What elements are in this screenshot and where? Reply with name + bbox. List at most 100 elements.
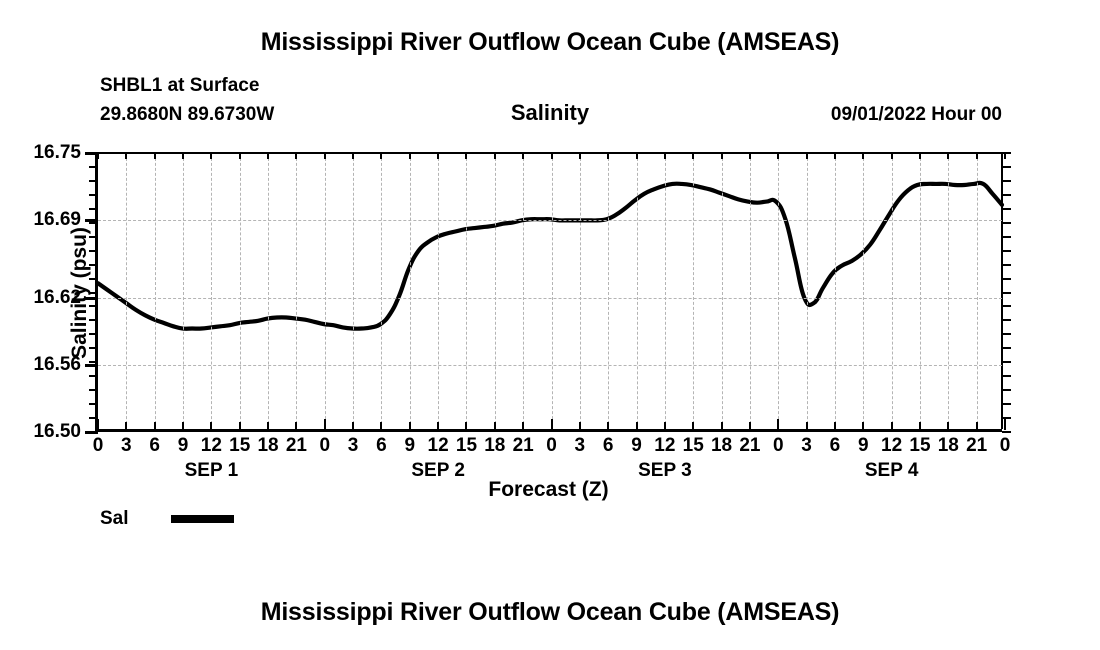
x-axis-tick-top	[352, 152, 355, 159]
x-axis-tick-top	[862, 152, 865, 159]
x-gridline	[324, 153, 326, 429]
y-axis-tick	[85, 218, 98, 222]
y-axis-minor-tick	[89, 277, 98, 280]
run-date-label: 09/01/2022 Hour 00	[830, 104, 1002, 125]
y-axis-minor-tick	[89, 319, 98, 322]
x-gridline	[636, 153, 638, 429]
series-line-sal	[98, 183, 1002, 329]
x-axis-tick	[380, 422, 383, 430]
x-axis-tick-label: 18	[937, 435, 959, 456]
x-axis-tick	[267, 422, 270, 430]
x-axis-tick-label: 15	[229, 435, 251, 456]
y-gridline	[98, 365, 1002, 367]
x-gridline	[239, 153, 241, 429]
x-axis-tick-top	[267, 152, 270, 159]
x-gridline	[353, 153, 355, 429]
y-axis-minor-tick	[89, 249, 98, 252]
y-axis-minor-tick	[89, 403, 98, 406]
x-axis-tick-top	[890, 152, 893, 159]
x-axis-tick-top	[635, 152, 638, 159]
x-axis-tick-label: 12	[881, 435, 903, 456]
y-axis-minor-tick	[89, 263, 98, 266]
plot-area: 0 3 6 9 12 15 18 21 0 3 6 9 12 15 18 21 0 3 6 9 12 15 18 21 0 3 6 9…	[33, 142, 1011, 481]
x-gridline	[919, 153, 921, 429]
x-axis-tick	[125, 422, 128, 430]
x-axis-tick-top	[777, 152, 780, 159]
x-gridline	[693, 153, 695, 429]
x-axis-tick-label: 21	[739, 435, 761, 456]
y-axis-minor-tick-right	[1002, 207, 1011, 210]
plot-frame-top	[98, 152, 1002, 154]
x-gridline	[608, 153, 610, 429]
y-axis-minor-tick-right	[1002, 179, 1011, 182]
x-axis-tick	[692, 422, 695, 430]
y-axis-minor-tick-right	[1002, 347, 1011, 350]
x-axis-tick	[918, 422, 921, 430]
x-axis-tick-top	[182, 152, 185, 159]
page-title-bottom: Mississippi River Outflow Ocean Cube (AM…	[260, 598, 840, 626]
y-gridline	[98, 219, 1002, 221]
x-axis-tick	[210, 422, 213, 430]
x-gridline	[579, 153, 581, 429]
x-gridline	[154, 153, 156, 429]
x-gridline	[806, 153, 808, 429]
y-axis-minor-tick-right	[1002, 431, 1011, 433]
parameter-label: Salinity	[510, 100, 590, 125]
x-axis-tick-label: 9	[404, 435, 416, 456]
x-axis-tick-top	[720, 152, 723, 159]
y-axis-minor-tick	[89, 165, 98, 168]
x-axis-tick-top	[1004, 152, 1006, 159]
x-gridline	[834, 153, 836, 429]
y-axis-minor-tick	[89, 193, 98, 196]
x-axis-tick-top	[125, 152, 128, 159]
x-gridline	[863, 153, 865, 429]
y-axis-minor-tick-right	[1002, 417, 1011, 420]
x-axis-tick-top	[578, 152, 581, 159]
x-axis-tick	[352, 422, 355, 430]
x-axis-tick-top	[493, 152, 496, 159]
x-axis-tick-label: 18	[484, 435, 506, 456]
y-axis-minor-tick-right	[1002, 403, 1011, 406]
x-axis-tick-top	[663, 152, 666, 159]
y-axis-tick-label: 16.69	[33, 208, 81, 230]
x-axis-tick-top	[833, 152, 836, 159]
x-axis-tick	[890, 422, 893, 430]
x-axis-tick	[663, 422, 666, 430]
x-axis-tick-top	[692, 152, 695, 159]
x-axis-tick-top	[238, 152, 241, 159]
x-axis-day-label: SEP 2	[411, 460, 465, 481]
x-gridline	[381, 153, 383, 429]
x-axis-tick-label: 6	[149, 435, 160, 456]
x-axis-title: Forecast (Z)	[488, 478, 609, 501]
y-axis-minor-tick-right	[1002, 235, 1011, 238]
x-axis-tick-top	[947, 152, 950, 159]
x-axis-tick-top	[918, 152, 921, 159]
x-axis-tick	[522, 422, 525, 430]
x-axis-tick-top	[295, 152, 298, 159]
plot-frame-right	[1001, 153, 1003, 429]
x-axis-tick-label: 12	[427, 435, 449, 456]
page-title-top: Mississippi River Outflow Ocean Cube (AM…	[260, 28, 840, 56]
x-axis-tick-top	[323, 152, 326, 159]
x-axis-tick	[295, 422, 298, 430]
x-axis-tick-label: 0	[772, 435, 784, 456]
x-axis-tick-top	[437, 152, 440, 159]
x-axis-tick-label: 12	[654, 435, 676, 456]
legend-label-sal: Sal	[100, 508, 129, 529]
y-axis-tick	[85, 364, 98, 368]
x-axis-tick-label: 3	[347, 435, 359, 456]
y-axis-minor-tick-right	[1002, 333, 1011, 336]
x-axis-tick-label: 3	[574, 435, 586, 456]
x-axis-tick-top	[975, 152, 978, 159]
x-axis-tick	[238, 422, 241, 430]
x-axis-tick	[437, 422, 440, 430]
y-axis-minor-tick	[89, 207, 98, 210]
x-axis-tick-label: 6	[829, 435, 841, 456]
x-axis-day-label: SEP 4	[864, 460, 919, 481]
x-axis-tick	[833, 422, 836, 430]
legend: Sal	[100, 508, 234, 530]
x-axis-tick	[182, 422, 185, 430]
x-gridline	[891, 153, 893, 429]
x-gridline	[466, 153, 468, 429]
x-axis-tick-top	[748, 152, 751, 159]
